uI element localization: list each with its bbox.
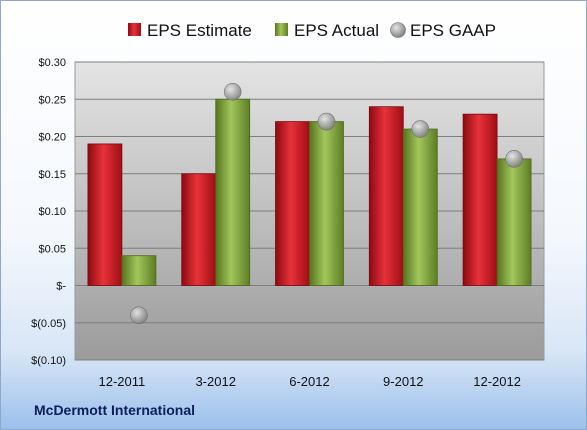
y-tick-label: $0.20: [38, 132, 66, 144]
marker-eps-gaap-12-2012: [505, 150, 523, 168]
y-axis: $(0.10) $(0.05) $- $0.05 $0.10 $0.15 $0.20 $0.2…: [31, 57, 66, 367]
y-tick-label: $(0.05): [31, 318, 66, 330]
legend-label-eps-estimate: EPS Estimate: [147, 21, 252, 40]
bar-eps-actual-6-2012: [309, 121, 344, 286]
x-tick-label: 12-2012: [473, 374, 521, 389]
x-tick-label: 6-2012: [289, 374, 329, 389]
bar-eps-actual-9-2012: [402, 128, 438, 286]
marker-eps-gaap-12-2011: [130, 306, 148, 325]
bars: [87, 98, 532, 286]
marker-eps-gaap-6-2012: [317, 112, 336, 131]
y-tick-label: $(0.10): [31, 355, 66, 367]
y-tick-label: $0.25: [38, 94, 66, 106]
legend-swatch-eps-gaap: [390, 22, 406, 38]
bar-eps-estimate-3-2012: [181, 173, 217, 286]
legend-label-eps-gaap: EPS GAAP: [410, 21, 496, 40]
y-tick-label: $-: [56, 281, 66, 293]
legend-label-eps-actual: EPS Actual: [294, 21, 379, 40]
marker-eps-gaap-9-2012: [411, 120, 430, 138]
bar-eps-actual-12-2012: [496, 158, 532, 286]
x-tick-label: 3-2012: [195, 374, 235, 389]
bar-eps-actual-12-2011: [121, 255, 157, 286]
y-tick-label: $0.05: [38, 243, 66, 255]
y-tick-label: $0.10: [38, 206, 66, 218]
legend: EPS Estimate EPS Actual EPS GAAP: [128, 21, 496, 40]
legend-swatch-eps-estimate: [128, 23, 141, 36]
marker-eps-gaap-3-2012: [223, 83, 242, 101]
bar-eps-estimate-12-2011: [87, 143, 123, 286]
x-tick-label: 12-2011: [99, 374, 146, 389]
x-tick-label: 9-2012: [383, 374, 423, 389]
bar-eps-estimate-12-2012: [462, 113, 498, 286]
gaap-markers: [130, 83, 523, 325]
y-tick-label: $0.15: [38, 169, 66, 181]
x-axis: 12-2011 3-2012 6-2012 9-2012 12-2012: [99, 374, 521, 389]
company-name: McDermott International: [34, 402, 196, 418]
legend-swatch-eps-actual: [275, 23, 288, 36]
bar-eps-estimate-9-2012: [368, 106, 404, 286]
y-tick-label: $0.30: [38, 57, 66, 69]
bar-eps-estimate-6-2012: [275, 121, 310, 286]
bar-eps-actual-3-2012: [215, 98, 251, 286]
